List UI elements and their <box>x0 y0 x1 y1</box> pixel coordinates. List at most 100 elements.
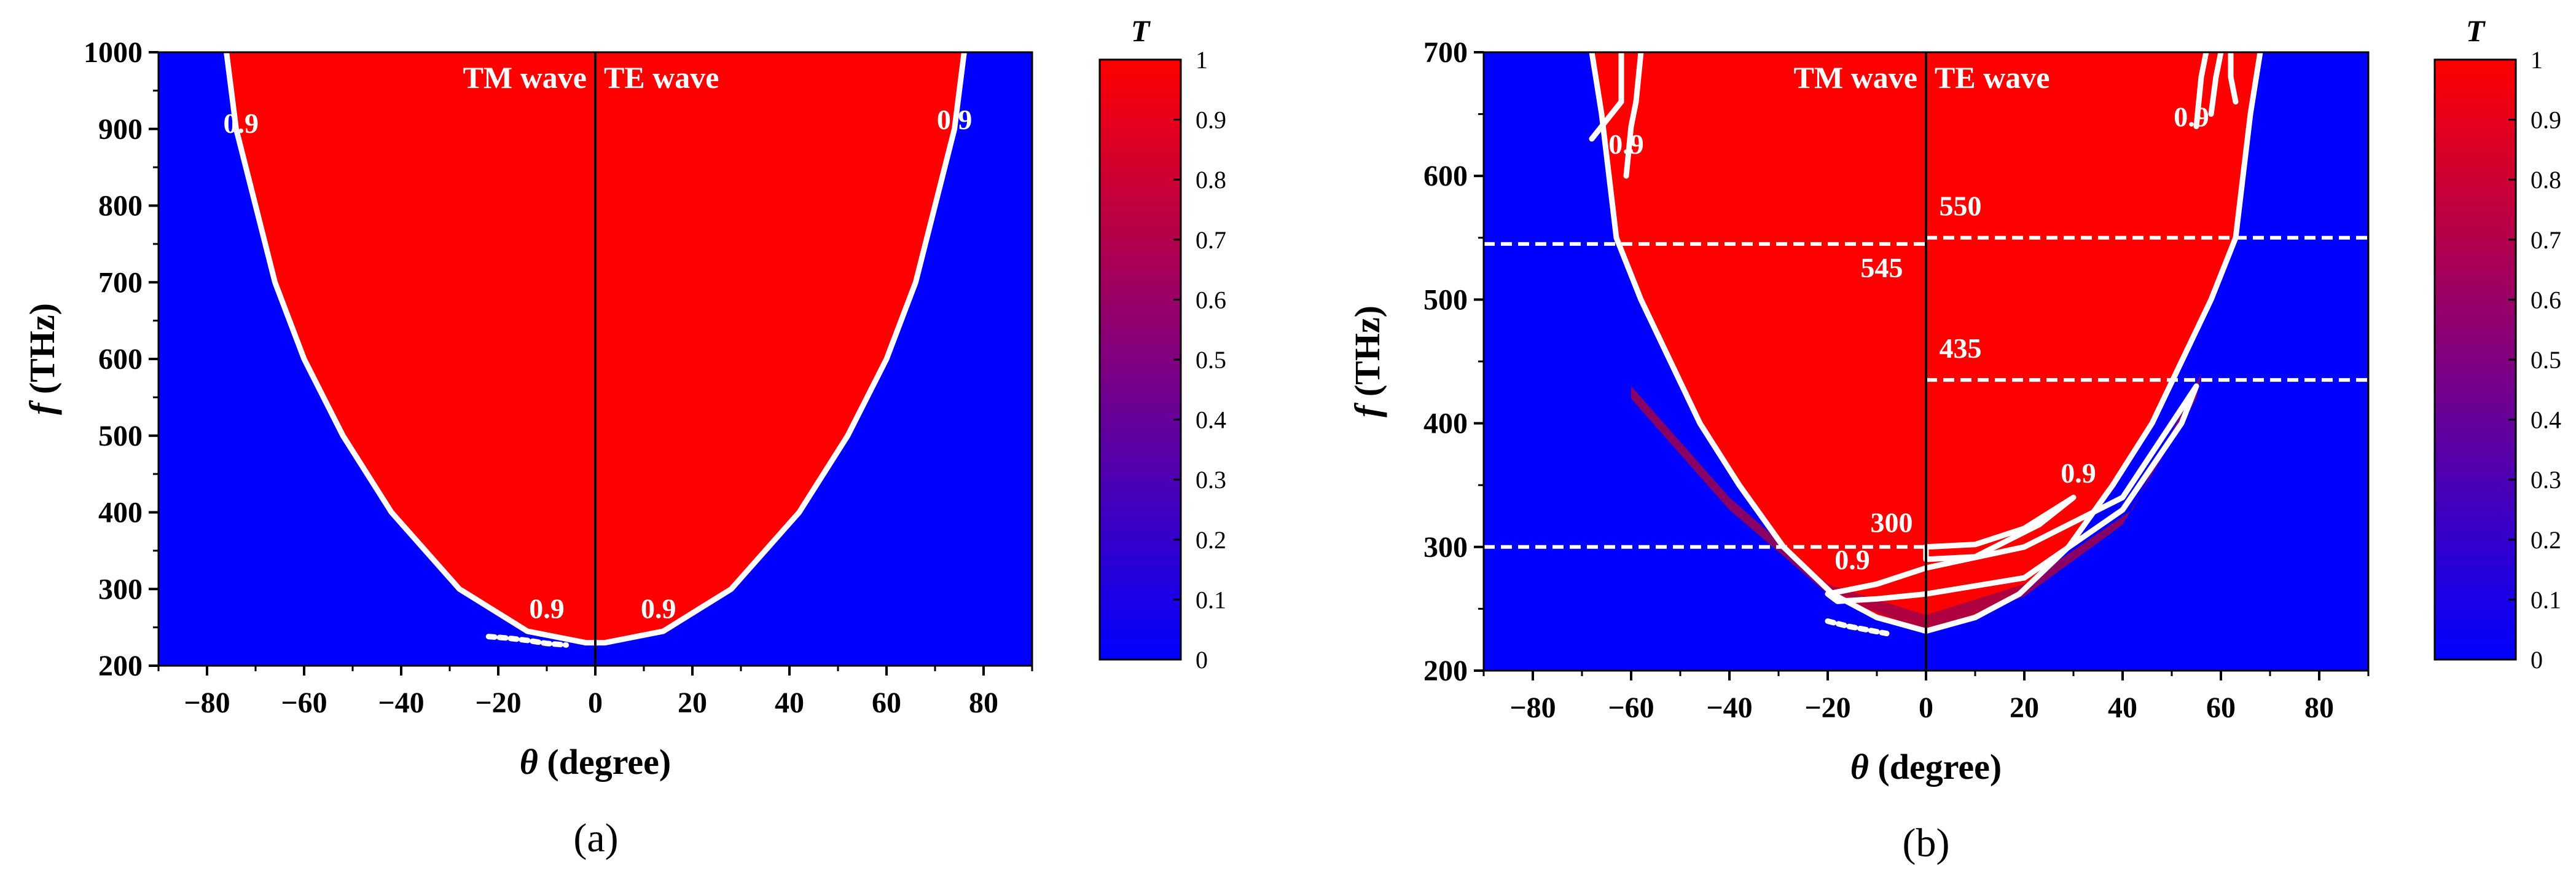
panel-label: (b) <box>1903 821 1950 865</box>
y-tick-label: 500 <box>1423 283 1468 316</box>
contour-fragment <box>485 634 570 648</box>
tm-wave-label: TM wave <box>463 60 587 95</box>
contour-fragment <box>1589 52 1624 142</box>
colorbar-tick-label: 0.8 <box>2531 166 2561 194</box>
colorbar-tick-label: 1 <box>1196 46 1208 74</box>
x-axis-symbol: θ <box>1850 747 1869 787</box>
panel-label: (a) <box>573 816 618 861</box>
x-tick-label: 0 <box>1919 692 1933 724</box>
plot-area <box>224 52 967 666</box>
y-tick-label: 700 <box>98 266 143 299</box>
y-tick-label: 300 <box>98 573 143 605</box>
contour-loop <box>1923 494 2077 562</box>
x-tick-label: −20 <box>1804 692 1850 724</box>
x-axis-label: θ (degree) <box>1850 747 2002 787</box>
contour-fragment <box>1825 618 1890 637</box>
colorbar-tick-label: 0.5 <box>2531 346 2561 374</box>
x-axis-unit: (degree) <box>1869 747 2002 787</box>
colorbar-tick-label: 0.1 <box>2531 586 2561 613</box>
x-axis-label: θ (degree) <box>520 742 671 782</box>
contour-fragment <box>2208 52 2224 117</box>
x-tick-label: −60 <box>1608 692 1654 724</box>
y-axis-unit: (THz) <box>1347 305 1387 406</box>
te-wave-label: TE wave <box>1935 60 2050 95</box>
contour-label: 0.9 <box>2061 457 2096 489</box>
colorbar-tick-label: 0 <box>1196 646 1208 674</box>
colorbar-tick-label: 0.9 <box>2531 106 2561 134</box>
colorbar-tick-label: 1 <box>2531 46 2543 74</box>
guide-value-label: 550 <box>1940 191 1982 222</box>
y-tick-label: 700 <box>1423 36 1468 69</box>
x-tick-label: 60 <box>872 687 901 719</box>
colorbar-title: T <box>1131 14 1151 48</box>
colorbar <box>1098 58 1182 661</box>
x-tick-label: 40 <box>2108 692 2137 724</box>
y-tick-label: 500 <box>98 420 143 452</box>
contour-fragment <box>2193 52 2209 130</box>
y-tick-label: 200 <box>1423 655 1468 687</box>
colorbar-tick-label: 0.2 <box>1196 526 1226 554</box>
x-tick-label: −80 <box>1509 692 1556 724</box>
colorbar <box>2433 58 2517 661</box>
colorbar-tick-label: 0.3 <box>2531 466 2561 494</box>
colorbar-title: T <box>2466 14 2486 48</box>
contour-label: 0.9 <box>1834 544 1870 575</box>
tm-wave-label: TM wave <box>1794 60 1917 95</box>
colorbar-tick-label: 0.4 <box>2531 406 2561 434</box>
y-tick-label: 400 <box>1423 408 1468 440</box>
x-tick-label: 0 <box>588 687 603 719</box>
colorbar-tick-label: 0.8 <box>1196 166 1226 194</box>
contour-label: 0.9 <box>224 108 259 139</box>
y-tick-label: 1000 <box>84 36 143 69</box>
x-tick-label: −40 <box>378 687 424 719</box>
colorbar-tick-label: 0.7 <box>2531 226 2561 254</box>
x-axis-symbol: θ <box>520 742 538 782</box>
colorbar-tick-label: 0.9 <box>1196 106 1226 134</box>
contour-fragment <box>2228 52 2239 104</box>
contour-fragment <box>1623 52 1644 179</box>
colorbar-tick-label: 0.3 <box>1196 466 1226 494</box>
y-tick-label: 200 <box>98 650 143 682</box>
plot-area <box>1484 52 2368 671</box>
x-tick-label: −80 <box>184 687 230 719</box>
te-wave-label: TE wave <box>604 60 719 95</box>
x-tick-label: −60 <box>281 687 327 719</box>
y-axis-label: f (THz) <box>22 303 62 415</box>
x-tick-label: 80 <box>969 687 998 719</box>
guide-value-label: 300 <box>1871 507 1913 538</box>
y-tick-label: 800 <box>98 190 143 223</box>
colorbar-tick-label: 0.4 <box>1196 406 1226 434</box>
low-band-region <box>1631 374 2201 631</box>
guide-value-label: 545 <box>1861 252 1903 283</box>
contour-label: 0.9 <box>641 593 676 625</box>
colorbar-tick-label: 0.7 <box>1196 226 1226 254</box>
x-tick-label: 80 <box>2304 692 2334 724</box>
panel-b: TM wave TE wave 0.9 0.9 0.9 0.9 550 545 435 300 −8… <box>1347 14 2561 865</box>
panel-a: TM wave TE wave 0.9 0.9 0.9 0.9 −80 −60 −40 −20 0 2… <box>22 14 1226 861</box>
y-tick-label: 400 <box>98 497 143 529</box>
y-tick-label: 900 <box>98 113 143 146</box>
x-axis-unit: (degree) <box>538 742 671 782</box>
y-axis-unit: (THz) <box>22 303 62 403</box>
y-axis-label: f (THz) <box>1347 305 1387 417</box>
colorbar-tick-label: 0.6 <box>1196 286 1226 313</box>
colorbar-tick-label: 0.6 <box>2531 286 2561 313</box>
colorbar-tick-label: 0.1 <box>1196 586 1226 613</box>
colorbar-tick-label: 0.2 <box>2531 526 2561 554</box>
y-tick-label: 300 <box>1423 531 1468 564</box>
colorbar-tick-label: 0 <box>2531 646 2543 674</box>
x-tick-label: −20 <box>475 687 521 719</box>
x-tick-label: 60 <box>2206 692 2236 724</box>
y-tick-label: 600 <box>1423 160 1468 192</box>
contour-label: 0.9 <box>2174 101 2209 133</box>
x-tick-label: 40 <box>775 687 804 719</box>
x-tick-label: 20 <box>678 687 707 719</box>
contour-label: 0.9 <box>937 104 973 135</box>
y-tick-label: 600 <box>98 343 143 376</box>
x-tick-label: −40 <box>1706 692 1752 724</box>
contour-label: 0.9 <box>529 593 565 625</box>
colorbar-tick-label: 0.5 <box>1196 346 1226 374</box>
x-tick-label: 20 <box>2010 692 2039 724</box>
contour-label: 0.9 <box>1608 128 1644 160</box>
